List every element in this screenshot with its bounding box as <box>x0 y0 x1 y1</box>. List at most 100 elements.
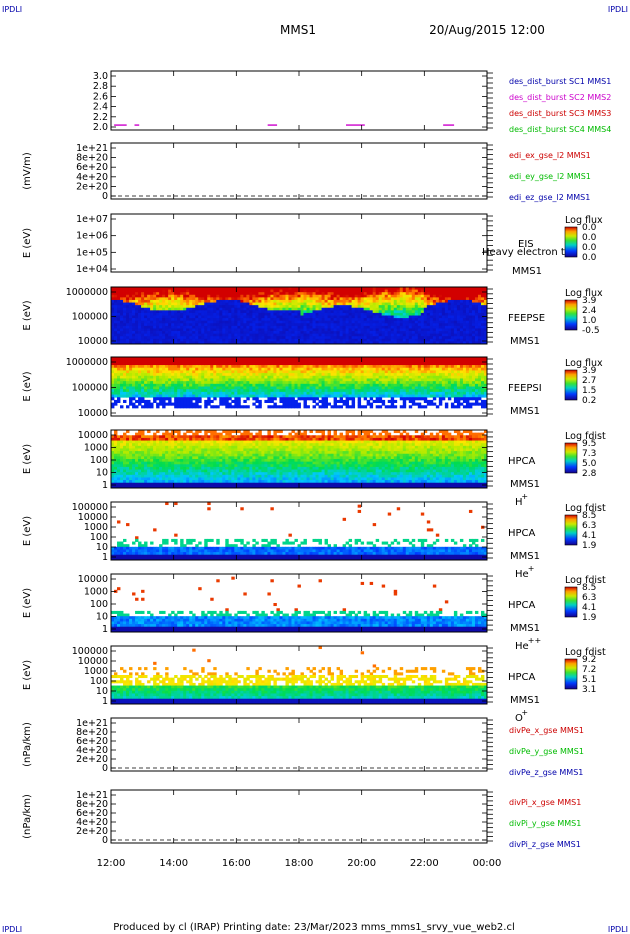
spectrogram-cell <box>417 386 422 390</box>
spectrogram-cell <box>162 357 166 361</box>
spectrogram-cell <box>261 328 265 332</box>
spectrogram-cell <box>420 370 425 374</box>
spectrogram-cell <box>465 310 470 314</box>
spectrogram-cell <box>438 331 443 335</box>
spectrogram-cell <box>462 333 467 337</box>
spectrogram-cell <box>321 338 325 342</box>
spectrogram-cell <box>216 294 220 298</box>
spectrogram-cell <box>336 325 341 329</box>
spectrogram-cell <box>252 315 256 319</box>
spectrogram-cell <box>306 297 310 301</box>
spectrogram-cell <box>390 341 395 344</box>
spectrogram-cell <box>201 341 205 344</box>
spectrogram-cell <box>477 310 482 314</box>
spectrogram-cell <box>207 302 211 306</box>
spectrogram-cell <box>402 386 407 390</box>
spectrogram-cell <box>417 299 422 303</box>
spectrogram-cell <box>213 294 217 298</box>
spectrogram-cell <box>390 362 395 366</box>
spectrogram-cell <box>423 294 428 298</box>
spectrogram-cell <box>135 399 139 403</box>
spectrogram-cell <box>291 333 295 337</box>
spectrogram-cell <box>210 338 214 342</box>
spectrogram-cell <box>294 357 298 361</box>
spectrogram-cell <box>483 318 487 322</box>
spectrogram-cell <box>285 299 289 303</box>
spectrogram-cell <box>138 383 142 387</box>
spectrogram-cell <box>426 312 431 316</box>
spectrogram-cell <box>207 391 211 395</box>
spectrogram-cell <box>474 320 479 324</box>
spectrogram-cell <box>177 386 181 390</box>
spectrogram-cell <box>201 331 205 335</box>
spectrogram-cell <box>165 359 169 363</box>
spectrogram-cell <box>462 318 467 322</box>
spectrogram-cell <box>441 378 446 382</box>
spectrogram-cell <box>216 389 220 393</box>
spectrogram-cell <box>141 320 145 324</box>
spectrogram-cell <box>321 367 325 371</box>
spectrogram-cell <box>432 320 437 324</box>
spectrogram-cell <box>186 289 190 293</box>
spectrogram-cell <box>351 386 356 390</box>
y-tick-label: 10000 <box>78 336 108 347</box>
spectrogram-cell <box>273 331 277 335</box>
spectrogram-cell <box>183 389 187 393</box>
spectrogram-cell <box>114 299 118 303</box>
spectrogram-cell <box>423 399 428 403</box>
spectrogram-cell <box>423 397 428 401</box>
spectrogram-cell <box>213 323 217 327</box>
spectrogram-cell <box>354 292 359 296</box>
spectrogram-cell <box>117 375 121 379</box>
spectrogram-cell <box>417 378 422 382</box>
spectrogram-cell <box>261 318 265 322</box>
spectrogram-cell <box>213 389 217 393</box>
spectrogram-cell <box>480 312 485 316</box>
spectrogram-cell <box>396 289 401 293</box>
spectrogram-cell <box>423 365 428 369</box>
spectrogram-cell <box>417 325 422 329</box>
spectrogram-cell <box>366 399 371 403</box>
spectrogram-cell <box>354 394 359 398</box>
spectrogram-cell <box>276 287 280 290</box>
spectrogram-cell <box>438 375 443 379</box>
spectrogram-cell <box>297 325 301 329</box>
spectrogram-cell <box>225 373 229 377</box>
spectrogram-cell <box>228 287 232 290</box>
spectrogram-cell <box>402 289 407 293</box>
spectrogram-cell <box>270 362 274 366</box>
spectrogram-cell <box>243 331 247 335</box>
spectrogram-cell <box>129 336 133 340</box>
spectrogram-cell <box>423 391 428 395</box>
spectrogram-cell <box>336 367 341 371</box>
spectrogram-cell <box>345 367 350 371</box>
spectrogram-cell <box>276 359 280 363</box>
spectrogram-cell <box>258 378 262 382</box>
spectrogram-cell <box>456 367 461 371</box>
spectrogram-cell <box>423 373 428 377</box>
spectrogram-cell <box>219 375 223 379</box>
spectrogram-cell <box>117 297 121 301</box>
spectrogram-cell <box>384 315 389 319</box>
spectrogram-cell <box>117 373 121 377</box>
spectrogram-cell <box>390 299 395 303</box>
spectrogram-cell <box>306 359 310 363</box>
spectrogram-cell <box>195 328 199 332</box>
spectrogram-cell <box>111 378 115 382</box>
spectrogram-cell <box>426 310 431 314</box>
spectrogram-cell <box>426 383 431 387</box>
spectrogram-cell <box>228 292 232 296</box>
spectrogram-cell <box>216 302 220 306</box>
spectrogram-cell <box>426 391 431 395</box>
spectrogram-cell <box>180 359 184 363</box>
spectrogram-cell <box>303 338 307 342</box>
spectrogram-cell <box>288 373 292 377</box>
spectrogram-cell <box>246 386 250 390</box>
spectrogram-cell <box>156 362 160 366</box>
spectrogram-cell <box>312 359 316 363</box>
spectrogram-cell <box>369 391 374 395</box>
spectrogram-cell <box>261 391 265 395</box>
spectrogram-cell <box>213 302 217 306</box>
y-tick-label: 1e+04 <box>76 264 108 275</box>
